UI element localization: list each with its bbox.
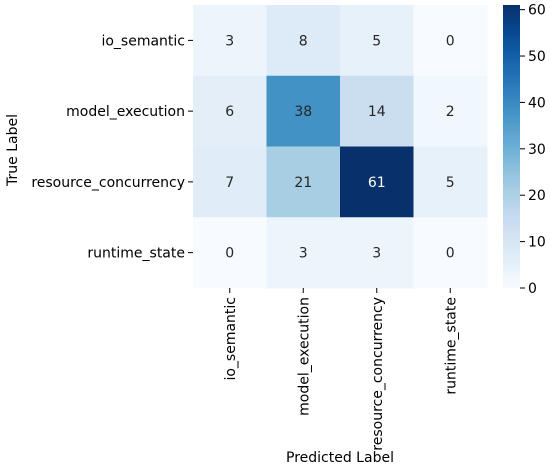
x-axis-title: Predicted Label [286,450,394,466]
colorbar-tick-label-1: 10 [528,235,546,251]
cell-value-r1-c3: 2 [446,104,455,120]
x-tick-label-0: io_semantic [223,297,239,381]
colorbar-tick-label-2: 20 [528,188,546,204]
x-tick-label-2: resource_concurrency [370,297,386,451]
colorbar-ticks: 0 10 20 30 40 50 60 [520,3,546,297]
y-tick-label-1: model_execution [66,104,185,120]
cell-value-r1-c2: 14 [368,104,386,120]
cell-value-r1-c0: 6 [225,104,234,120]
y-tick-label-3: runtime_state [87,246,185,262]
cell-value-r3-c1: 3 [299,246,308,262]
heatmap-cell-r0-c0 [193,5,267,77]
heatmap-cell-r2-c3 [413,146,488,218]
heatmap-cell-r0-c1 [266,5,341,77]
colorbar-tick-label-4: 40 [528,95,546,111]
x-tick-label-1: model_execution [296,297,312,416]
heatmap-cell-r3-c0 [193,217,267,289]
heatmap-cell-r1-c0 [193,75,267,147]
cell-value-r2-c3: 5 [446,175,455,191]
heatmap-cell-r1-c2 [340,75,414,147]
heatmap-cell-r1-c3 [413,75,488,147]
colorbar-tick-label-5: 50 [528,49,546,65]
heatmap-cell-r2-c0 [193,146,267,218]
heatmap-cell-r0-c3 [413,5,488,77]
cell-value-r1-c1: 38 [294,104,312,120]
x-tick-labels: io_semantic model_execution resource_concu… [223,288,459,451]
y-tick-label-2: resource_concurrency [31,175,185,191]
heatmap-cell-r2-c2 [340,146,414,218]
cell-value-r0-c3: 0 [446,33,455,49]
cell-value-r0-c0: 3 [225,33,234,49]
y-tick-labels: io_semantic model_execution resource_concu… [31,33,193,262]
heatmap-cell-r3-c2 [340,217,414,289]
y-tick-label-0: io_semantic [101,33,185,49]
colorbar [503,5,520,288]
heatmap-cells: 3 8 5 06 38 14 27 21 61 50 3 3 0 [193,5,488,289]
cell-value-r3-c0: 0 [225,246,234,262]
heatmap-cell-r0-c2 [340,5,414,77]
colorbar-tick-label-6: 60 [528,3,546,19]
cell-value-r0-c1: 8 [299,33,308,49]
heatmap-cell-r3-c3 [413,217,488,289]
heatmap-cell-r1-c1 [266,75,341,147]
heatmap-cell-r3-c1 [266,217,341,289]
colorbar-tick-label-3: 30 [528,142,546,158]
cell-value-r3-c3: 0 [446,246,455,262]
cell-value-r2-c0: 7 [225,175,234,191]
colorbar-tick-label-0: 0 [528,281,537,297]
x-tick-label-3: runtime_state [443,297,459,395]
y-axis-title: True Label [5,114,21,187]
cell-value-r0-c2: 5 [372,33,381,49]
cell-value-r2-c1: 21 [294,175,312,191]
cell-value-r3-c2: 3 [372,246,381,262]
heatmap-cell-r2-c1 [266,146,341,218]
cell-value-r2-c2: 61 [368,175,386,191]
